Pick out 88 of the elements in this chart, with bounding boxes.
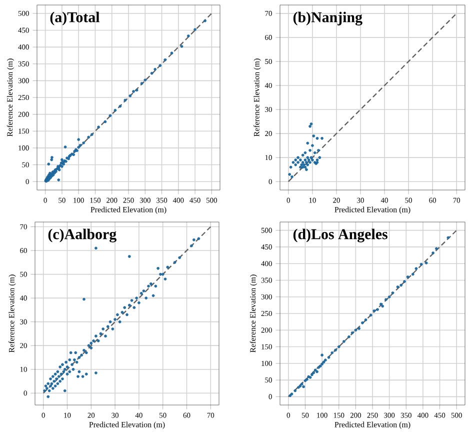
point	[432, 252, 434, 254]
point	[337, 345, 340, 348]
point	[446, 236, 450, 240]
point	[316, 136, 319, 140]
point	[420, 262, 423, 266]
point	[294, 158, 298, 162]
point	[304, 166, 307, 169]
point	[322, 360, 326, 364]
point	[307, 158, 310, 162]
point	[306, 156, 310, 159]
point	[318, 364, 322, 368]
point	[301, 160, 304, 164]
point	[396, 285, 400, 288]
point	[316, 158, 319, 162]
point	[334, 348, 337, 352]
point	[308, 124, 312, 128]
point	[308, 148, 312, 152]
point	[388, 295, 391, 298]
point	[312, 134, 316, 138]
point	[350, 331, 354, 334]
chart-title: (b)Nanjing	[293, 12, 362, 26]
point	[435, 247, 438, 250]
point	[369, 314, 372, 317]
point	[292, 160, 295, 164]
point	[296, 160, 300, 164]
point	[300, 382, 304, 386]
point	[310, 373, 314, 376]
point	[306, 142, 310, 145]
point	[305, 168, 308, 171]
point	[348, 335, 350, 338]
point	[294, 389, 297, 392]
point	[296, 156, 300, 159]
point	[308, 376, 312, 379]
point	[300, 163, 304, 166]
point	[354, 328, 358, 332]
point	[361, 321, 364, 324]
point	[400, 284, 402, 287]
point	[310, 122, 313, 126]
point	[304, 151, 307, 154]
point	[308, 160, 312, 164]
point	[414, 267, 418, 270]
point	[318, 156, 322, 159]
point	[306, 163, 310, 166]
point	[424, 262, 428, 264]
point	[302, 385, 305, 388]
point	[320, 136, 324, 140]
point	[316, 370, 318, 374]
point	[391, 291, 394, 294]
point	[289, 166, 292, 169]
point	[290, 392, 294, 396]
point	[299, 158, 302, 162]
point	[299, 166, 302, 169]
point	[406, 276, 410, 278]
chart-title: (c)Aalborg	[48, 228, 116, 242]
point	[313, 151, 316, 154]
point	[317, 366, 320, 369]
point	[384, 298, 388, 301]
point	[306, 378, 308, 381]
point	[381, 304, 384, 308]
point	[290, 175, 294, 178]
chart-title: (d)Los Angeles	[293, 228, 388, 242]
point	[376, 308, 379, 311]
point	[317, 148, 320, 152]
point	[305, 160, 308, 164]
point	[298, 384, 302, 388]
point	[320, 354, 324, 356]
point	[294, 163, 298, 166]
point	[301, 154, 304, 157]
point	[327, 356, 330, 359]
point	[311, 144, 314, 147]
point	[302, 163, 306, 166]
point	[312, 371, 316, 374]
point	[403, 280, 406, 283]
point	[304, 158, 307, 162]
point	[364, 318, 368, 322]
point	[301, 166, 304, 169]
point	[380, 302, 382, 306]
point	[411, 272, 414, 276]
point	[320, 362, 324, 366]
point	[311, 158, 314, 162]
chart-title: (a)Total	[50, 12, 100, 26]
point	[330, 351, 334, 354]
point	[324, 358, 327, 362]
point	[310, 156, 313, 159]
point	[358, 327, 360, 330]
point	[342, 340, 346, 343]
point	[288, 172, 292, 176]
point	[372, 309, 376, 312]
